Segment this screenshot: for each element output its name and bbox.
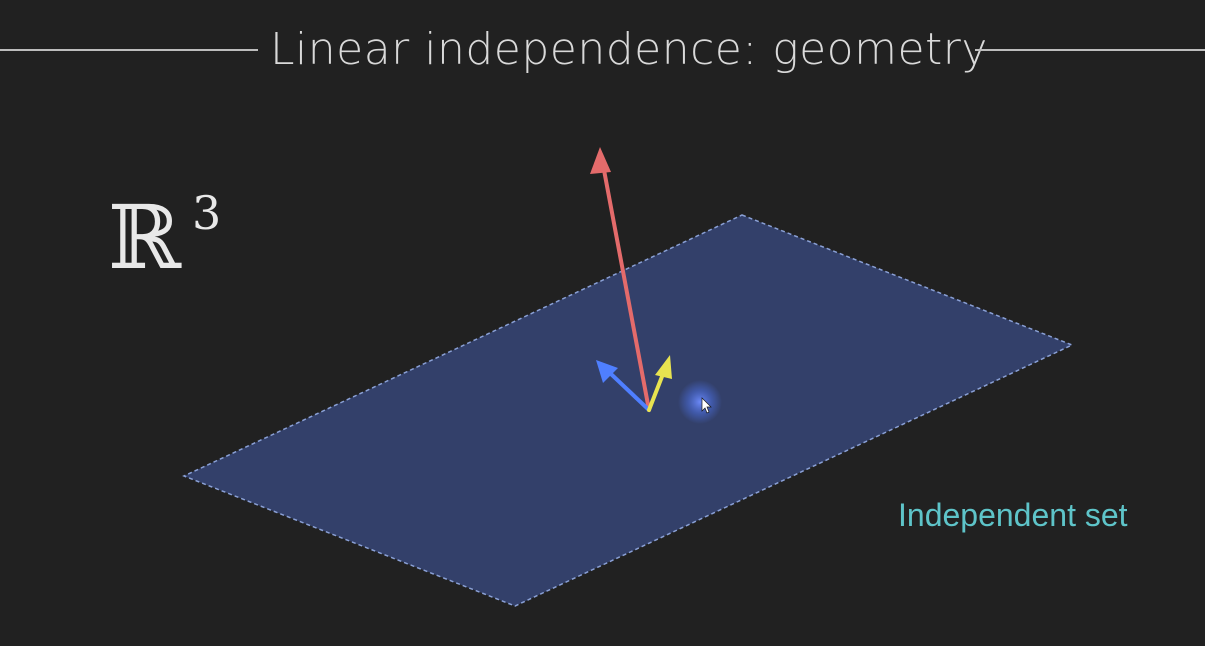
plane (182, 214, 1074, 607)
cursor-halo (678, 380, 722, 424)
red-vector (590, 147, 651, 412)
yellow-vector (647, 355, 672, 412)
blue-vector (596, 360, 651, 412)
title-rule-right (975, 49, 1205, 51)
space-exponent: 3 (192, 186, 222, 240)
blue-vector-arrowhead (596, 360, 618, 383)
title-rule-left (0, 49, 258, 51)
space-symbol: ℝ (108, 186, 182, 289)
red-vector-arrowhead (590, 147, 611, 174)
status-label: Independent set (898, 497, 1128, 533)
cursor-icon (701, 397, 712, 414)
slide-title: Linear independence: geometry (270, 24, 988, 75)
space-label: ℝ 3 (108, 186, 221, 289)
yellow-vector-arrowhead (655, 355, 672, 379)
